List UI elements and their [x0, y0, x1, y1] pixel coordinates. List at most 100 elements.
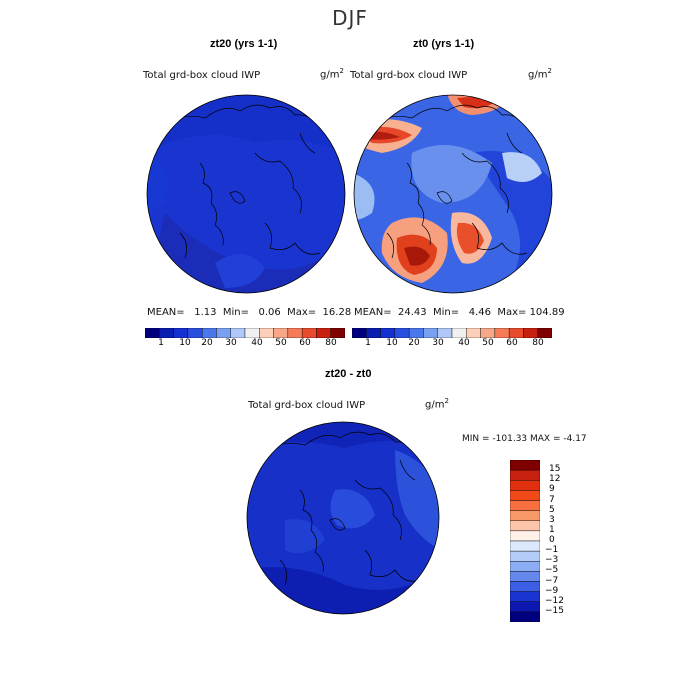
colorbar-swatch: [201, 327, 217, 339]
colorbar-swatch: [144, 327, 160, 339]
variable-label-zt0: Total grd-box cloud IWP: [350, 70, 468, 81]
colorbar-tick-label: −5: [545, 565, 559, 576]
units-label-diff: g/m2: [425, 397, 449, 411]
coastlines: [264, 431, 421, 586]
field-region: [354, 173, 375, 220]
panel-title-zt20: zt20 (yrs 1-1): [210, 38, 278, 50]
colorbar-tick-label: 5: [549, 504, 555, 515]
colorbar-swatch: [509, 469, 541, 481]
colorbar-swatch: [423, 327, 438, 339]
colorbar-tick-label: −1: [545, 545, 559, 556]
map-diff: [245, 420, 441, 616]
colorbar-tick-label: 15: [549, 464, 561, 475]
map-zt20: [145, 93, 347, 295]
colorbar-swatch: [509, 500, 541, 511]
colorbar-swatch: [509, 459, 541, 471]
field-region: [512, 268, 552, 293]
colorbar-diff: [509, 459, 541, 623]
colorbar-ticks-diff: 15 12 9 7 5 3 1 0 −1 −3 −5 −7 −9 −12 −15: [545, 460, 585, 622]
stats-zt20: MEAN= 1.13 Min= 0.06 Max= 16.28: [147, 307, 352, 318]
colorbar-swatch: [509, 480, 541, 491]
colorbar-tick-label: 60: [506, 338, 518, 348]
colorbar-tick-label: 80: [532, 338, 544, 348]
colorbar-tick-label: 60: [299, 338, 311, 348]
colorbar-swatch: [509, 611, 541, 623]
colorbar-tick-label: 10: [386, 338, 398, 348]
colorbar-zt0: [351, 323, 553, 339]
colorbar-swatch: [537, 327, 553, 339]
colorbar-swatch: [287, 327, 303, 339]
coastlines: [371, 104, 528, 259]
colorbar-swatch: [466, 327, 481, 339]
colorbar-swatch: [509, 520, 541, 532]
colorbar-swatch: [351, 327, 367, 339]
variable-label-diff: Total grd-box cloud IWP: [248, 400, 366, 411]
colorbar-swatch: [216, 327, 231, 339]
colorbar-tick-label: 7: [549, 494, 555, 505]
colorbar-tick-label: 30: [225, 338, 237, 348]
colorbar-swatch: [230, 327, 246, 339]
field-region: [215, 254, 265, 288]
colorbar-tick-label: 12: [549, 474, 561, 485]
coastlines: [164, 104, 321, 259]
field-region: [285, 519, 325, 554]
stats-zt0: MEAN= 24.43 Min= 4.46 Max= 104.89: [354, 307, 565, 318]
colorbar-swatch: [509, 591, 541, 602]
colorbar-tick-label: 20: [408, 338, 420, 348]
colorbar-swatch: [509, 510, 541, 521]
colorbar-swatch: [437, 327, 453, 339]
map-zt20-svg: [146, 94, 346, 294]
field-region: [502, 152, 542, 182]
units-label-zt0: g/m2: [528, 67, 552, 81]
map-diff-svg: [246, 421, 440, 615]
field-region: [411, 145, 492, 203]
colorbar-tick-label: 3: [549, 514, 555, 525]
colorbar-tick-label: 9: [549, 484, 555, 495]
colorbar-swatch: [187, 327, 203, 339]
colorbar-swatch: [408, 327, 424, 339]
colorbar-tick-label: 20: [201, 338, 213, 348]
colorbar-swatch: [523, 327, 538, 339]
colorbar-swatch: [159, 327, 174, 339]
variable-label-zt20: Total grd-box cloud IWP: [143, 70, 261, 81]
colorbar-swatch: [509, 571, 541, 582]
colorbar-swatch: [259, 327, 274, 339]
season-title: DJF: [332, 6, 368, 30]
field-region: [404, 246, 430, 266]
colorbar-tick-label: 1: [365, 338, 371, 348]
colorbar-swatch: [509, 601, 541, 613]
colorbar-swatch: [394, 327, 410, 339]
panel-title-zt0: zt0 (yrs 1-1): [413, 38, 475, 50]
colorbar-swatch: [244, 327, 260, 339]
colorbar-tick-label: 40: [251, 338, 263, 348]
colorbar-tick-label: −3: [545, 555, 559, 566]
colorbar-swatch: [301, 327, 317, 339]
colorbar-swatch: [173, 327, 189, 339]
colorbar-swatch: [509, 550, 541, 562]
colorbar-swatch: [451, 327, 467, 339]
colorbar-tick-label: 0: [549, 535, 555, 545]
colorbar-swatch: [494, 327, 510, 339]
map-zt0-svg: [353, 94, 553, 294]
colorbar-tick-label: 1: [549, 524, 555, 535]
colorbar-swatch: [330, 327, 346, 339]
field-region: [247, 422, 439, 450]
stats-diff: MIN = -101.33 MAX = -4.17: [462, 434, 587, 444]
colorbar-tick-label: 40: [458, 338, 470, 348]
colorbar-tick-label: −12: [545, 595, 564, 606]
colorbar-tick-label: 1: [158, 338, 164, 348]
colorbar-swatch: [509, 530, 541, 542]
colorbar-tick-label: −15: [545, 605, 564, 616]
colorbar-zt20: [144, 323, 346, 339]
colorbar-ticks-zt20: 1 10 20 30 40 50 60 80: [145, 338, 345, 350]
field-region: [147, 213, 345, 293]
map-zt0: [352, 93, 554, 295]
colorbar-swatch: [509, 581, 541, 592]
colorbar-swatch: [508, 327, 524, 339]
colorbar-swatch: [380, 327, 396, 339]
colorbar-tick-label: 50: [482, 338, 494, 348]
colorbar-swatch: [480, 327, 496, 339]
colorbar-swatch: [316, 327, 331, 339]
colorbar-tick-label: 80: [325, 338, 337, 348]
colorbar-tick-label: 10: [179, 338, 191, 348]
